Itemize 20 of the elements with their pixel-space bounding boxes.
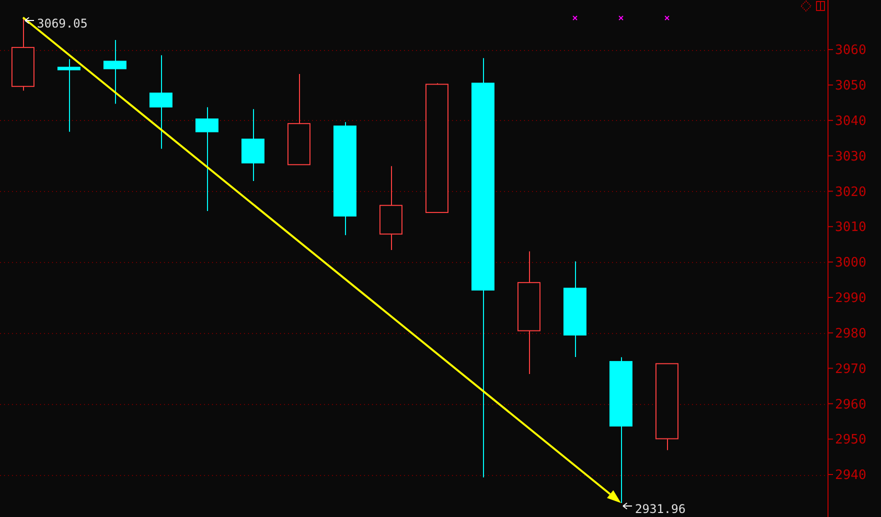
candlestick <box>57 58 80 132</box>
y-tick-label: 3010 <box>835 220 866 236</box>
y-tick-label: 2980 <box>835 326 866 342</box>
annotation: 3069.05 <box>37 16 88 31</box>
candlestick <box>103 40 126 104</box>
y-tick-label: 3060 <box>835 43 866 58</box>
y-tick-label: 3040 <box>835 114 866 130</box>
y-tick-label: 2960 <box>835 397 866 412</box>
y-tick-label: 2950 <box>835 432 866 448</box>
y-tick-label: 3020 <box>835 184 866 200</box>
y-tick-label: 3000 <box>835 256 866 271</box>
candlestick <box>195 106 218 212</box>
y-tick-label: 2970 <box>835 362 866 377</box>
y-tick-label: 2990 <box>835 291 866 306</box>
candlestick <box>149 54 172 150</box>
y-tick-label: 2940 <box>835 468 866 484</box>
y-tick-label: 3030 <box>835 149 866 164</box>
candlestick <box>241 108 264 182</box>
y-tick-label: 3050 <box>835 78 866 94</box>
annotation: 2931.96 <box>635 502 686 516</box>
